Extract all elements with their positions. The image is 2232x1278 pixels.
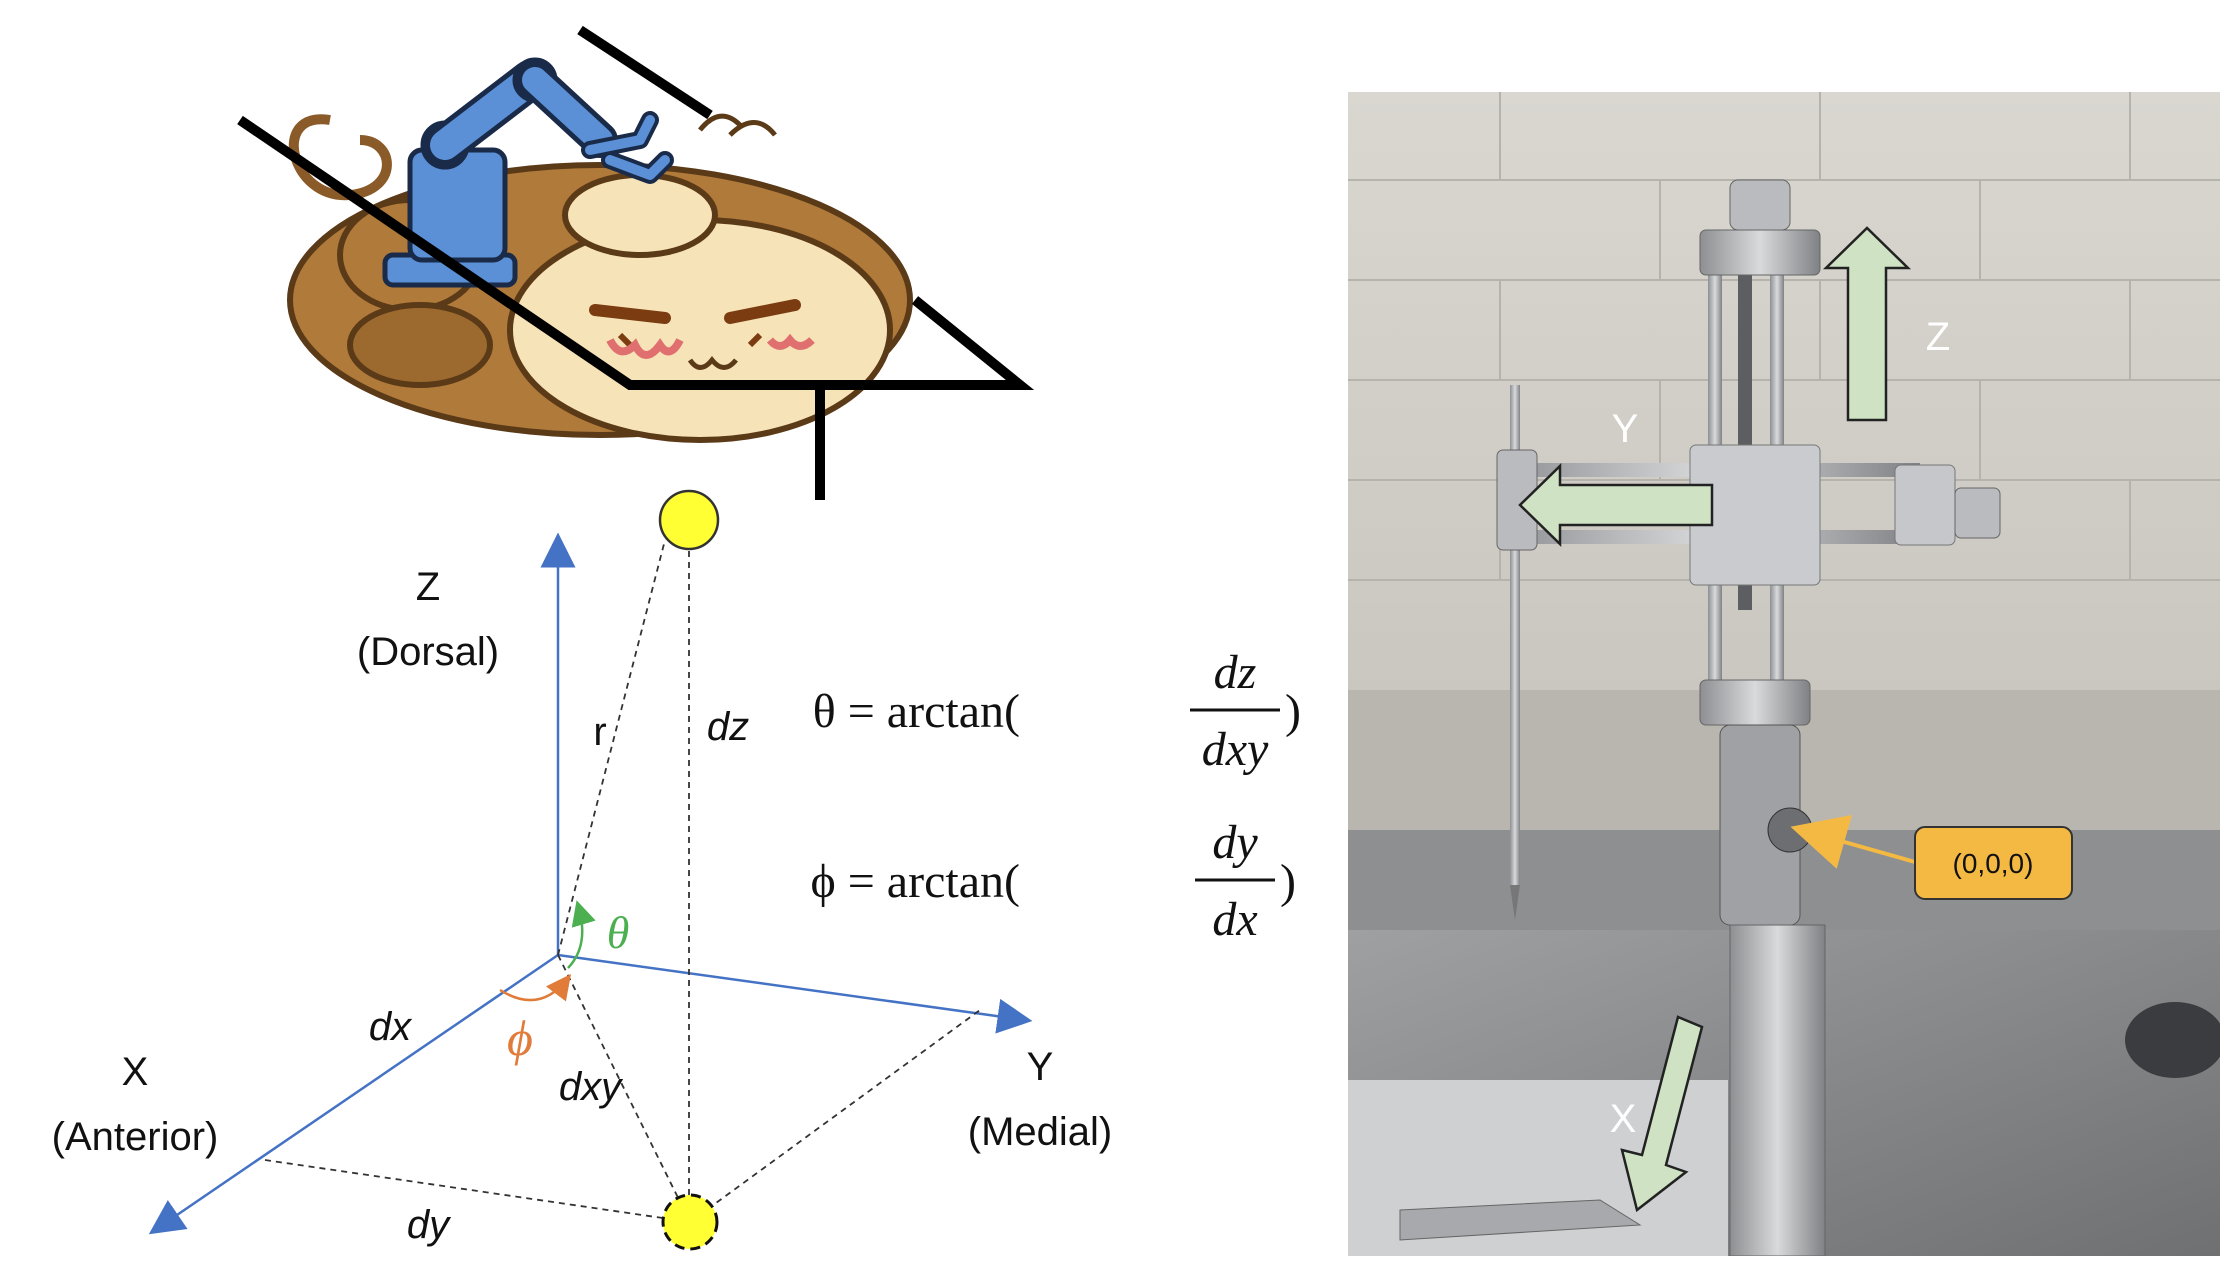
r-label: r [593,710,606,754]
monkey [287,113,913,443]
probe-tip [1510,885,1520,920]
photo-y-label: Y [1612,407,1639,451]
stereotax-photo: Z Y X (0,0,0) [1348,92,2220,1256]
stereotax-frame [237,25,1035,500]
r-line [557,539,666,956]
ear-bar [1399,1199,1642,1241]
top-knob [1729,179,1791,231]
probe-needle [1510,385,1520,885]
dy-label: dy [407,1203,452,1247]
dy-line [264,1159,691,1223]
robot-arm [382,57,674,288]
origin-callout-text: (0,0,0) [1953,848,2034,879]
y-axis [557,953,1033,1034]
theta-formula: θ = arctan( dz dxy ) [813,646,1301,776]
side-block [1894,464,1956,546]
x-direction-arrow [1620,1015,1704,1213]
origin-pointer [1790,815,1916,869]
theta-arc [567,900,596,969]
theta-formula-close: ) [1285,685,1301,738]
photo-x-label: X [1610,1097,1637,1141]
y-direction-arrow [1518,463,1714,547]
y-axis-letter: Y [1027,1045,1054,1089]
x-axis-name: (Anterior) [52,1115,219,1159]
target-point [658,489,720,551]
theta-formula-numerator: dz [1214,646,1257,699]
computer-mouse [2125,1002,2220,1078]
lower-block [1699,679,1811,726]
origin-callout-box [1914,826,2073,900]
dxy-line [557,954,691,1223]
base-arm [1729,924,1826,1256]
projected-target-point [661,1193,719,1251]
z-direction-arrow [1822,226,1912,422]
y-axis-name: (Medial) [968,1110,1112,1154]
z-axis-letter: Z [416,565,440,609]
z-axis-name: (Dorsal) [357,630,499,674]
top-block [1699,229,1821,276]
dxy-label: dxy [559,1065,624,1109]
dx-parallel-line [689,1009,981,1223]
phi-formula-numerator: dy [1212,816,1258,869]
monkey-robot-illustration [237,25,1035,500]
phi-label: ϕ [507,1010,533,1066]
phi-formula: ϕ = arctan( dy dx ) [810,816,1296,946]
dz-label: dz [707,705,749,749]
phi-formula-close: ) [1280,855,1296,908]
phi-formula-lhs: ϕ = arctan( [810,855,1020,908]
phi-arc [499,974,572,1002]
phi-formula-denominator: dx [1212,893,1257,946]
monkey-face [507,217,893,443]
theta-formula-denominator: dxy [1202,723,1269,776]
photo-z-label: Z [1926,315,1950,359]
side-knob [1954,487,2001,539]
x-axis-letter: X [122,1050,149,1094]
theta-formula-lhs: θ = arctan( [813,685,1020,738]
theta-label: θ [607,907,630,958]
dx-label: dx [369,1005,413,1049]
coordinate-diagram: Z (Dorsal) X (Anterior) Y (Medial) r dz … [52,489,1112,1251]
x-axis [148,953,559,1235]
